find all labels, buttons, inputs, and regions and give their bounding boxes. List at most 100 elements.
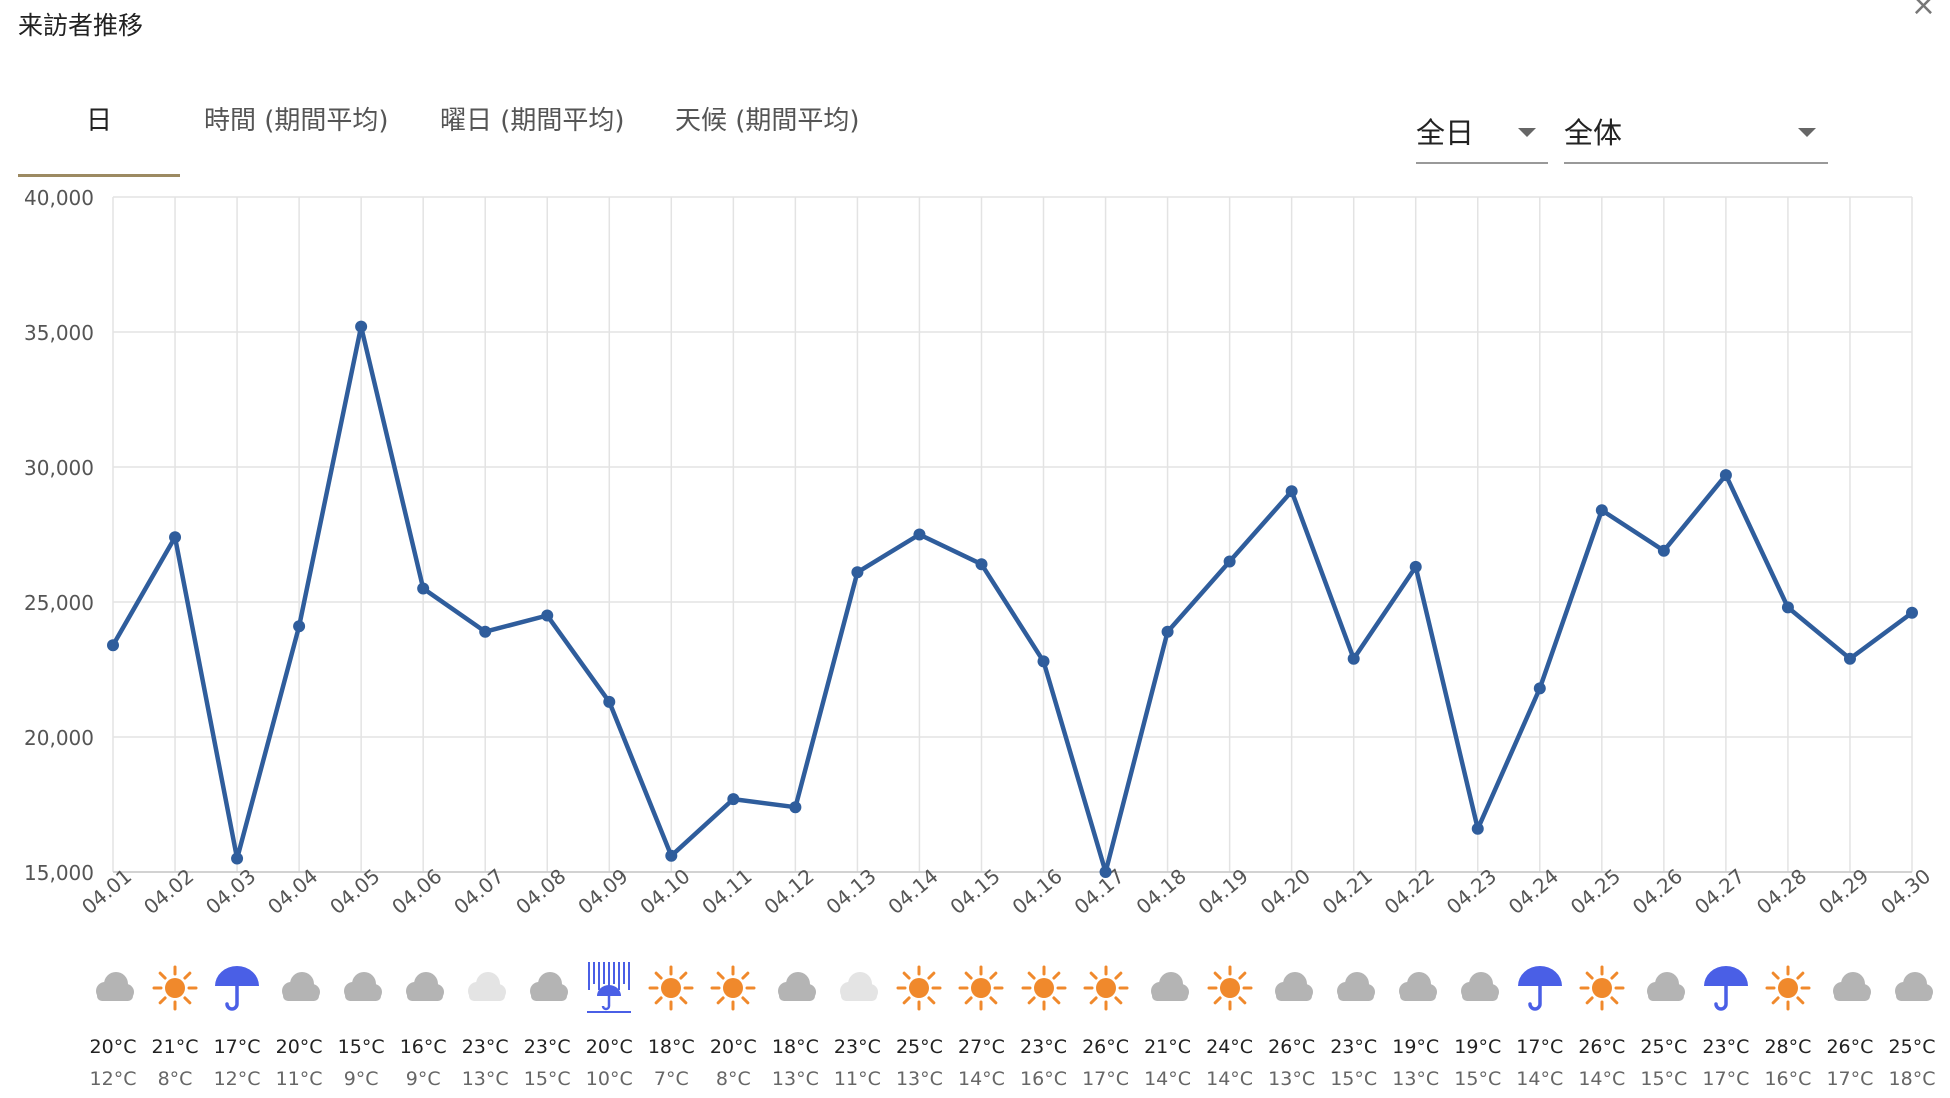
- chevron-down-icon: [1518, 128, 1536, 137]
- cloud-icon: [1386, 960, 1446, 1016]
- sun-icon: [951, 960, 1011, 1016]
- high-temperature: 26°C: [1578, 1036, 1626, 1058]
- y-tick-label: 35,000: [24, 321, 94, 345]
- cloud-icon: [393, 960, 453, 1016]
- cloud-icon: [83, 960, 143, 1016]
- cloud-icon: [1882, 960, 1942, 1016]
- low-temperature: 10°C: [585, 1068, 633, 1090]
- low-temperature: 14°C: [1578, 1068, 1626, 1090]
- cloud-icon: [1634, 960, 1694, 1016]
- cloud-icon: [517, 960, 577, 1016]
- data-point: [231, 852, 244, 865]
- data-point: [541, 609, 554, 622]
- low-temperature: 13°C: [771, 1068, 819, 1090]
- data-point: [1657, 544, 1670, 557]
- sun-icon: [1572, 960, 1632, 1016]
- data-point: [727, 793, 740, 806]
- low-temperature: 8°C: [715, 1068, 751, 1090]
- high-temperature: 17°C: [1516, 1036, 1564, 1058]
- low-temperature: 14°C: [1206, 1068, 1254, 1090]
- data-point: [1037, 655, 1050, 668]
- y-axis: 15,000 20,000 25,000 30,000 35,000 40,000: [24, 186, 94, 885]
- cloud-icon: [1820, 960, 1880, 1016]
- segment-select[interactable]: 全体: [1564, 106, 1828, 164]
- tab-hourly-average[interactable]: 時間 (期間平均): [204, 106, 389, 136]
- sun-icon: [1076, 960, 1136, 1016]
- high-temperature: 20°C: [275, 1036, 323, 1058]
- high-temperature: 16°C: [399, 1036, 447, 1058]
- high-temperature: 23°C: [523, 1036, 571, 1058]
- low-temperature: 12°C: [213, 1068, 261, 1090]
- segment-select-value: 全体: [1564, 116, 1623, 150]
- cloud-icon: [269, 960, 329, 1016]
- low-temperature: 15°C: [523, 1068, 571, 1090]
- low-temperature: 15°C: [1330, 1068, 1378, 1090]
- data-point: [107, 639, 119, 652]
- high-temperature: 25°C: [1640, 1036, 1688, 1058]
- low-temperature: 13°C: [895, 1068, 943, 1090]
- data-point: [913, 528, 926, 541]
- data-point: [975, 558, 988, 571]
- y-tick-label: 30,000: [24, 456, 94, 480]
- y-tick-label: 25,000: [24, 591, 94, 615]
- data-point: [355, 320, 368, 333]
- high-temperature: 25°C: [895, 1036, 943, 1058]
- sun-icon: [1200, 960, 1260, 1016]
- data-point: [603, 695, 616, 708]
- low-temperature: 7°C: [653, 1068, 689, 1090]
- high-temperature: 17°C: [213, 1036, 261, 1058]
- sun-icon: [703, 960, 763, 1016]
- data-point: [1409, 560, 1422, 573]
- close-icon[interactable]: ×: [1910, 0, 1936, 23]
- tab-weather-average[interactable]: 天候 (期間平均): [675, 106, 860, 136]
- low-temperature: 14°C: [1516, 1068, 1564, 1090]
- high-temperature: 26°C: [1826, 1036, 1874, 1058]
- data-point: [1223, 555, 1236, 568]
- high-temperature: 23°C: [1702, 1036, 1750, 1058]
- cloud-icon: [1262, 960, 1322, 1016]
- high-temperature: 23°C: [1020, 1036, 1067, 1058]
- high-temperature: 15°C: [337, 1036, 385, 1058]
- low-temperature: 13°C: [461, 1068, 509, 1090]
- data-point: [479, 625, 492, 638]
- low-temperature: 13°C: [1392, 1068, 1440, 1090]
- high-temperature: 24°C: [1206, 1036, 1254, 1058]
- umbrella-icon: [207, 960, 267, 1016]
- high-temperature: 21°C: [1144, 1036, 1192, 1058]
- high-temperature: 23°C: [461, 1036, 509, 1058]
- sun-icon: [1758, 960, 1818, 1016]
- cloud-icon: [1324, 960, 1384, 1016]
- active-tab-indicator: [18, 174, 180, 177]
- data-point: [1285, 485, 1298, 498]
- data-point: [1843, 652, 1856, 665]
- light-cloud-icon: [455, 960, 515, 1016]
- tab-weekday-average[interactable]: 曜日 (期間平均): [440, 106, 625, 136]
- tab-day[interactable]: 日: [86, 106, 113, 136]
- data-point: [665, 849, 678, 862]
- data-point: [851, 566, 864, 579]
- low-temperature: 12°C: [89, 1068, 137, 1090]
- chart-grid: [112, 196, 1913, 873]
- high-temperature: 26°C: [1268, 1036, 1316, 1058]
- series-line: [111, 324, 1914, 875]
- high-temperature: 27°C: [957, 1036, 1005, 1058]
- high-temperature: 18°C: [647, 1036, 695, 1058]
- high-temperature: 28°C: [1764, 1036, 1812, 1058]
- sun-icon: [889, 960, 949, 1016]
- data-point: [1161, 625, 1174, 638]
- cloud-icon: [1448, 960, 1508, 1016]
- data-point: [1906, 606, 1918, 619]
- low-temperature: 15°C: [1454, 1068, 1502, 1090]
- data-point: [1595, 504, 1608, 517]
- y-tick-label: 40,000: [24, 186, 94, 210]
- low-temperature: 11°C: [275, 1068, 323, 1090]
- sun-icon: [641, 960, 701, 1016]
- high-temperature: 20°C: [709, 1036, 757, 1058]
- cloud-icon: [331, 960, 391, 1016]
- data-point: [1099, 866, 1112, 878]
- data-point: [1347, 652, 1360, 665]
- sun-icon: [145, 960, 205, 1016]
- period-select[interactable]: 全日: [1416, 106, 1548, 164]
- data-point: [789, 801, 802, 814]
